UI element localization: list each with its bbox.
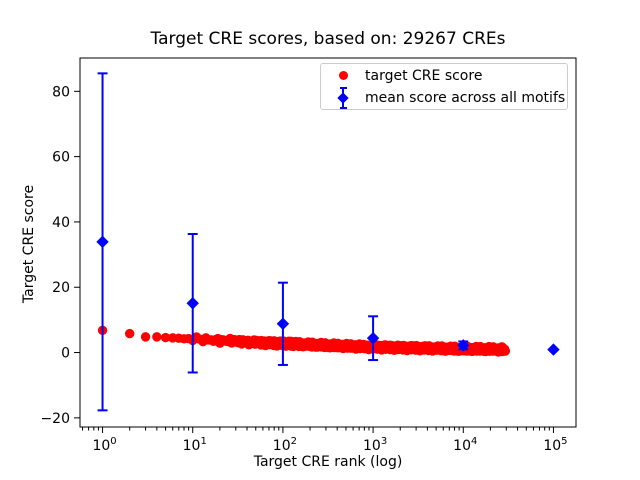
y-tick-label: −20 bbox=[40, 411, 70, 427]
x-axis-ticks bbox=[82, 427, 554, 433]
y-tick-label: 20 bbox=[52, 280, 70, 296]
legend-label: target CRE score bbox=[365, 67, 483, 84]
blue-diamond-point bbox=[457, 339, 470, 352]
chart-title: Target CRE scores, based on: 29267 CREs bbox=[150, 29, 506, 49]
red-data-point bbox=[152, 332, 162, 342]
red-data-point bbox=[500, 346, 511, 356]
legend-marker-cell bbox=[321, 86, 365, 109]
blue-diamond-point bbox=[276, 317, 290, 331]
red-data-point bbox=[124, 328, 135, 339]
blue-diamond-point bbox=[366, 331, 380, 345]
errorbar-cap bbox=[339, 86, 347, 89]
x-tick-label: 101 bbox=[183, 436, 207, 454]
x-tick-label: 102 bbox=[273, 436, 297, 454]
legend: target CRE score mean score across all m… bbox=[320, 63, 568, 110]
legend-item-mean-score: mean score across all motifs bbox=[321, 86, 567, 109]
legend-label: mean score across all motifs bbox=[365, 89, 566, 106]
y-tick-label: 40 bbox=[52, 215, 70, 231]
y-tick-label: 0 bbox=[61, 346, 70, 362]
diamond-icon bbox=[337, 91, 349, 104]
errorbar-cap bbox=[339, 106, 347, 109]
plot-frame bbox=[79, 57, 577, 428]
red-circle-icon bbox=[338, 71, 348, 80]
x-tick-label: 104 bbox=[453, 436, 477, 454]
y-axis-label: Target CRE score bbox=[21, 184, 37, 304]
blue-diamond-errorbar-icon bbox=[337, 86, 350, 109]
y-axis-tick-labels: −20 0 20 40 60 80 bbox=[40, 84, 70, 427]
x-axis-tick-labels: 100 101 102 103 104 105 bbox=[92, 436, 567, 454]
axes-background bbox=[80, 58, 576, 427]
blue-mean-series bbox=[96, 72, 560, 412]
blue-diamond-point bbox=[186, 297, 199, 310]
x-tick-label: 103 bbox=[363, 436, 387, 454]
blue-diamond-point bbox=[96, 235, 109, 249]
blue-diamond-point bbox=[547, 343, 560, 356]
x-tick-label: 100 bbox=[92, 436, 116, 454]
x-axis-label: Target CRE rank (log) bbox=[253, 454, 403, 470]
red-data-point bbox=[140, 332, 151, 342]
legend-marker-cell bbox=[321, 71, 365, 80]
y-tick-label: 80 bbox=[52, 84, 70, 100]
red-data-point bbox=[160, 332, 171, 343]
legend-item-target-cre-score: target CRE score bbox=[321, 65, 567, 87]
y-tick-label: 60 bbox=[52, 150, 70, 166]
x-tick-label: 105 bbox=[543, 436, 567, 454]
y-axis-ticks bbox=[74, 90, 80, 419]
